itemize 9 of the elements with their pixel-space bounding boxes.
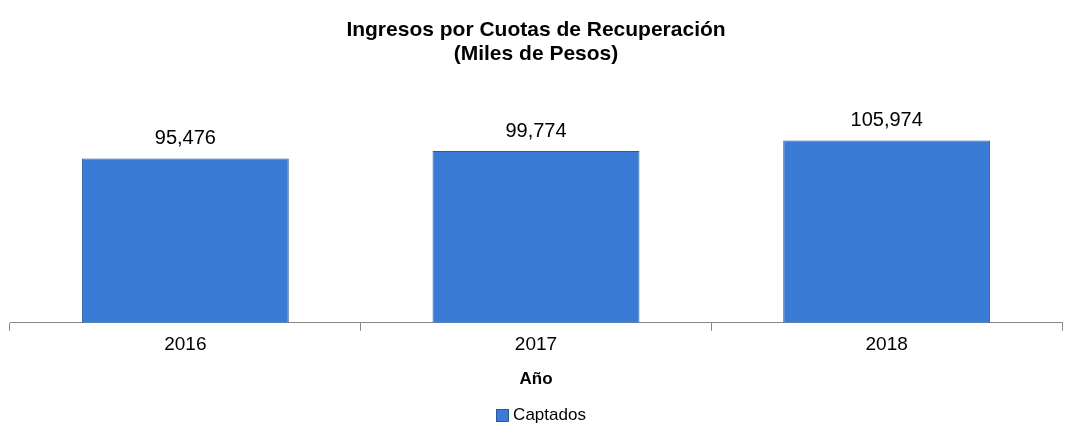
x-axis-title: Año	[519, 369, 553, 389]
text: Captados	[513, 405, 586, 425]
data-label: 95,476	[154, 126, 216, 149]
chart-title: Ingresos por Cuotas de Recuperación (Miles de Pesos)	[346, 16, 726, 65]
data-label: 99,774	[505, 118, 567, 141]
x-tick-label: 2017	[514, 333, 558, 355]
x-tick-label: 2016	[164, 333, 207, 355]
x-tick-label: 2018	[865, 333, 908, 355]
data-label: 105,974	[850, 107, 923, 130]
